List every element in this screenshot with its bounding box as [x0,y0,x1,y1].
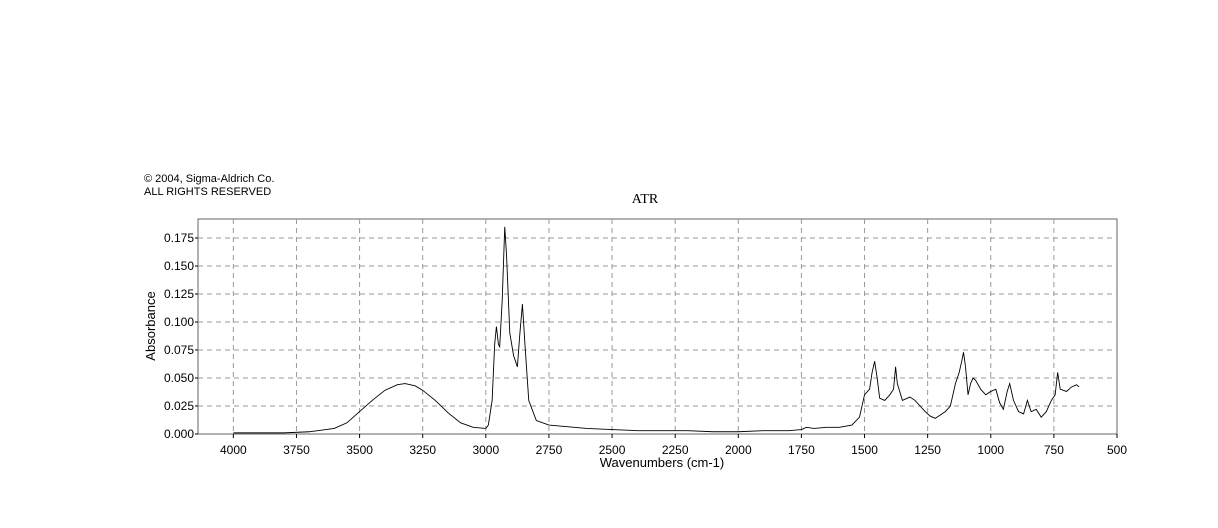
x-tick-label: 3750 [283,443,310,457]
y-tick-label: 0.075 [164,343,194,357]
y-tick-label: 0.050 [164,371,194,385]
y-axis-label: Absorbance [143,291,158,360]
x-tick-label: 1750 [788,443,815,457]
y-tick-label: 0.100 [164,315,194,329]
chart-title: ATR [632,192,659,207]
spectrum-line [233,226,1080,434]
x-tick-label: 2750 [536,443,563,457]
x-tick-label: 2500 [599,443,626,457]
x-tick-label: 4000 [220,443,247,457]
x-tick-label: 3250 [409,443,436,457]
x-tick-label: 1000 [977,443,1004,457]
x-tick-label: 500 [1107,443,1127,457]
y-tick-label: 0.150 [164,259,194,273]
y-tick-label: 0.175 [164,231,194,245]
x-tick-label: 3000 [472,443,499,457]
x-tick-label: 750 [1044,443,1064,457]
y-tick-label: 0.025 [164,399,194,413]
plot-frame [197,218,1118,435]
x-axis-label: Wavenumbers (cm-1) [600,455,724,470]
copyright: ALL RIGHTS RESERVED [144,186,271,198]
copyright: © 2004, Sigma-Aldrich Co. [144,173,274,185]
x-tick-label: 1250 [914,443,941,457]
x-tick-label: 2000 [725,443,752,457]
y-tick-label: 0.000 [164,427,194,441]
x-tick-label: 3500 [346,443,373,457]
x-tick-label: 2250 [662,443,689,457]
y-tick-label: 0.125 [164,287,194,301]
x-tick-label: 1500 [851,443,878,457]
